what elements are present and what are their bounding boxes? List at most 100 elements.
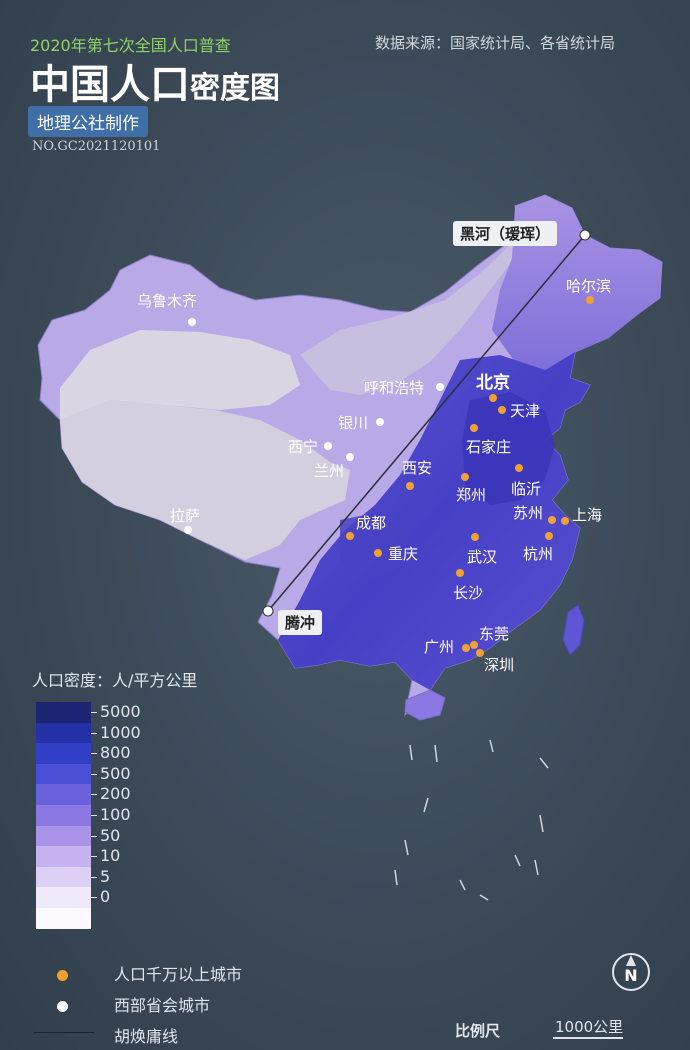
city-label-guangzhou: 广州 (424, 638, 454, 656)
key-west-capital-label: 西部省会城市 (114, 996, 211, 1015)
south-china-sea-islands (394, 739, 549, 901)
city-dot-huhehaote (436, 383, 444, 391)
legend-tick-label: 1000 (100, 722, 141, 742)
city-dot-beijing (489, 394, 497, 402)
city-dot-shenzhen (476, 649, 484, 657)
legend-tick-label: 800 (100, 743, 131, 763)
city-dot-changsha (456, 569, 464, 577)
city-dots (184, 296, 594, 657)
legend-swatch (36, 866, 91, 888)
city-dot-yinchuan (376, 418, 384, 426)
inner-mongolia-region (300, 232, 520, 395)
legend-swatch (36, 887, 91, 908)
legend-title: 人口密度：人/平方公里 (32, 671, 198, 690)
legend-tick-label: 0 (100, 887, 111, 907)
city-label-linyi: 临沂 (511, 480, 541, 498)
city-label-chengdu: 成都 (356, 514, 386, 532)
city-labels: 乌鲁木齐 哈尔滨 呼和浩特 北京 天津 银川 石家庄 西宁 兰州 西安 郑州 临… (137, 277, 611, 674)
city-label-wuhan: 武汉 (467, 548, 497, 566)
legend-tick-label: 5 (100, 866, 111, 886)
map-title: 中国人口密度图 (30, 52, 280, 110)
legend-tick-mark (91, 815, 97, 816)
legend-tick-mark (91, 897, 97, 899)
city-dot-chongqing (374, 549, 382, 557)
city-label-lasa: 拉萨 (170, 507, 200, 525)
legend-tick-label: 200 (100, 784, 131, 804)
compass-icon: N (612, 953, 650, 991)
city-label-beijing: 北京 (476, 372, 510, 393)
legend-tick-mark (91, 773, 97, 775)
city-label-tianjin: 天津 (510, 402, 540, 420)
city-label-huhehaote: 呼和浩特 (364, 379, 424, 397)
legend-swatch (36, 804, 91, 826)
city-dot-suzhou (548, 516, 556, 524)
legend-tick-label: 500 (100, 763, 131, 783)
city-label-lanzhou: 兰州 (314, 462, 344, 480)
legend-tick-label: 10 (100, 846, 121, 866)
data-source: 数据来源：国家统计局、各省统计局 (375, 34, 616, 52)
city-dot-chengdu (346, 532, 354, 540)
city-label-changsha: 长沙 (453, 584, 483, 602)
legend-swatch (36, 722, 91, 744)
serial-number: NO.GC2021120101 (32, 139, 161, 154)
tibet-plateau-region (60, 400, 350, 560)
legend-tick-label: 50 (100, 825, 121, 845)
key-big-city-dot (57, 966, 68, 985)
legend-color-bar (36, 702, 91, 929)
legend-tick-mark (91, 856, 97, 858)
key-hu-line-swatch (34, 1032, 94, 1033)
sichuan-basin-region (340, 512, 410, 580)
city-dot-haerbin (586, 296, 594, 304)
north-china-plain-region (462, 392, 555, 505)
maker-badge: 地理公社制作 (28, 106, 148, 137)
title-main: 中国人口 (30, 61, 190, 108)
heihe-label: 黑河（瑷珲） (453, 221, 558, 246)
title-suffix: 密度图 (190, 71, 280, 106)
legend-tick-mark (91, 794, 97, 796)
city-label-shijiazhuang: 石家庄 (466, 438, 511, 456)
city-dot-wulumuqi (188, 318, 196, 326)
city-dot-wuhan (471, 533, 479, 541)
city-dot-guangzhou (462, 644, 470, 652)
scale-bar (553, 1037, 623, 1039)
city-label-xian: 西安 (402, 459, 432, 477)
city-dot-zhengzhou (461, 473, 469, 481)
city-dot-xining (324, 442, 332, 450)
scale-label: 比例尺 (455, 1022, 501, 1040)
city-label-yinchuan: 银川 (338, 414, 368, 432)
scale-value: 1000公里 (555, 1018, 624, 1036)
tengchong-endpoint-dot (262, 605, 274, 617)
legend-swatch (36, 743, 91, 764)
key-hu-line-label: 胡焕庸线 (114, 1027, 179, 1046)
city-dot-lanzhou (346, 453, 354, 461)
city-dot-dongguan (470, 641, 478, 649)
legend-tick-mark (91, 835, 97, 837)
legend-swatch (36, 907, 91, 929)
hu-huanyong-line (267, 234, 586, 612)
city-label-hangzhou: 杭州 (523, 545, 553, 563)
city-label-suzhou: 苏州 (513, 504, 543, 522)
city-label-chongqing: 重庆 (388, 545, 418, 563)
city-label-dongguan: 东莞 (479, 625, 509, 643)
compass-letter: N (624, 966, 637, 985)
city-label-shenzhen: 深圳 (484, 656, 514, 674)
city-dot-tianjin (498, 406, 506, 414)
tengchong-label: 腾冲 (278, 610, 323, 635)
legend-swatch (36, 846, 91, 867)
city-label-haerbin: 哈尔滨 (566, 277, 611, 295)
legend-swatch (36, 763, 91, 785)
city-dot-shanghai (561, 517, 569, 525)
legend-swatch (36, 784, 91, 805)
legend-tick-label: 100 (100, 805, 131, 824)
legend-tick-mark (91, 732, 97, 734)
xinjiang-basin-region (60, 330, 300, 420)
city-label-xining: 西宁 (288, 438, 318, 456)
key-big-city-label: 人口千万以上城市 (114, 965, 243, 984)
legend-swatch (36, 702, 91, 723)
hainan-island (404, 689, 446, 721)
city-dot-shijiazhuang (470, 424, 478, 432)
city-label-zhengzhou: 郑州 (456, 486, 486, 504)
legend-tick-mark (91, 876, 97, 878)
city-dot-linyi (515, 464, 523, 472)
